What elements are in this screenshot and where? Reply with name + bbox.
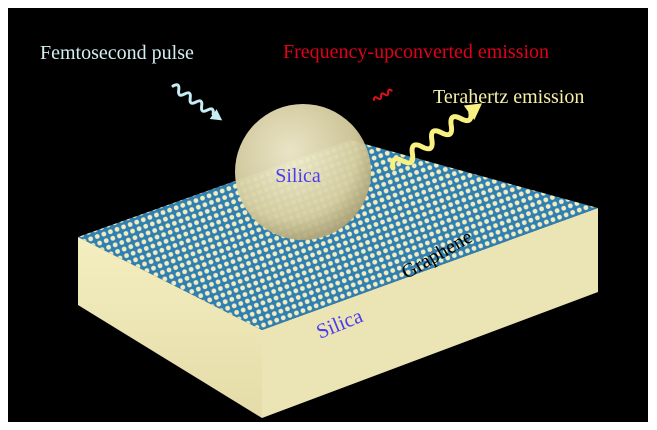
sphere-label: Silica: [275, 165, 321, 187]
terahertz-label: Terahertz emission: [433, 86, 584, 108]
diagram: Femtosecond pulse Frequency-upconverted …: [0, 0, 657, 430]
femtosecond-label: Femtosecond pulse: [40, 42, 194, 64]
upconverted-label: Frequency-upconverted emission: [283, 41, 549, 63]
